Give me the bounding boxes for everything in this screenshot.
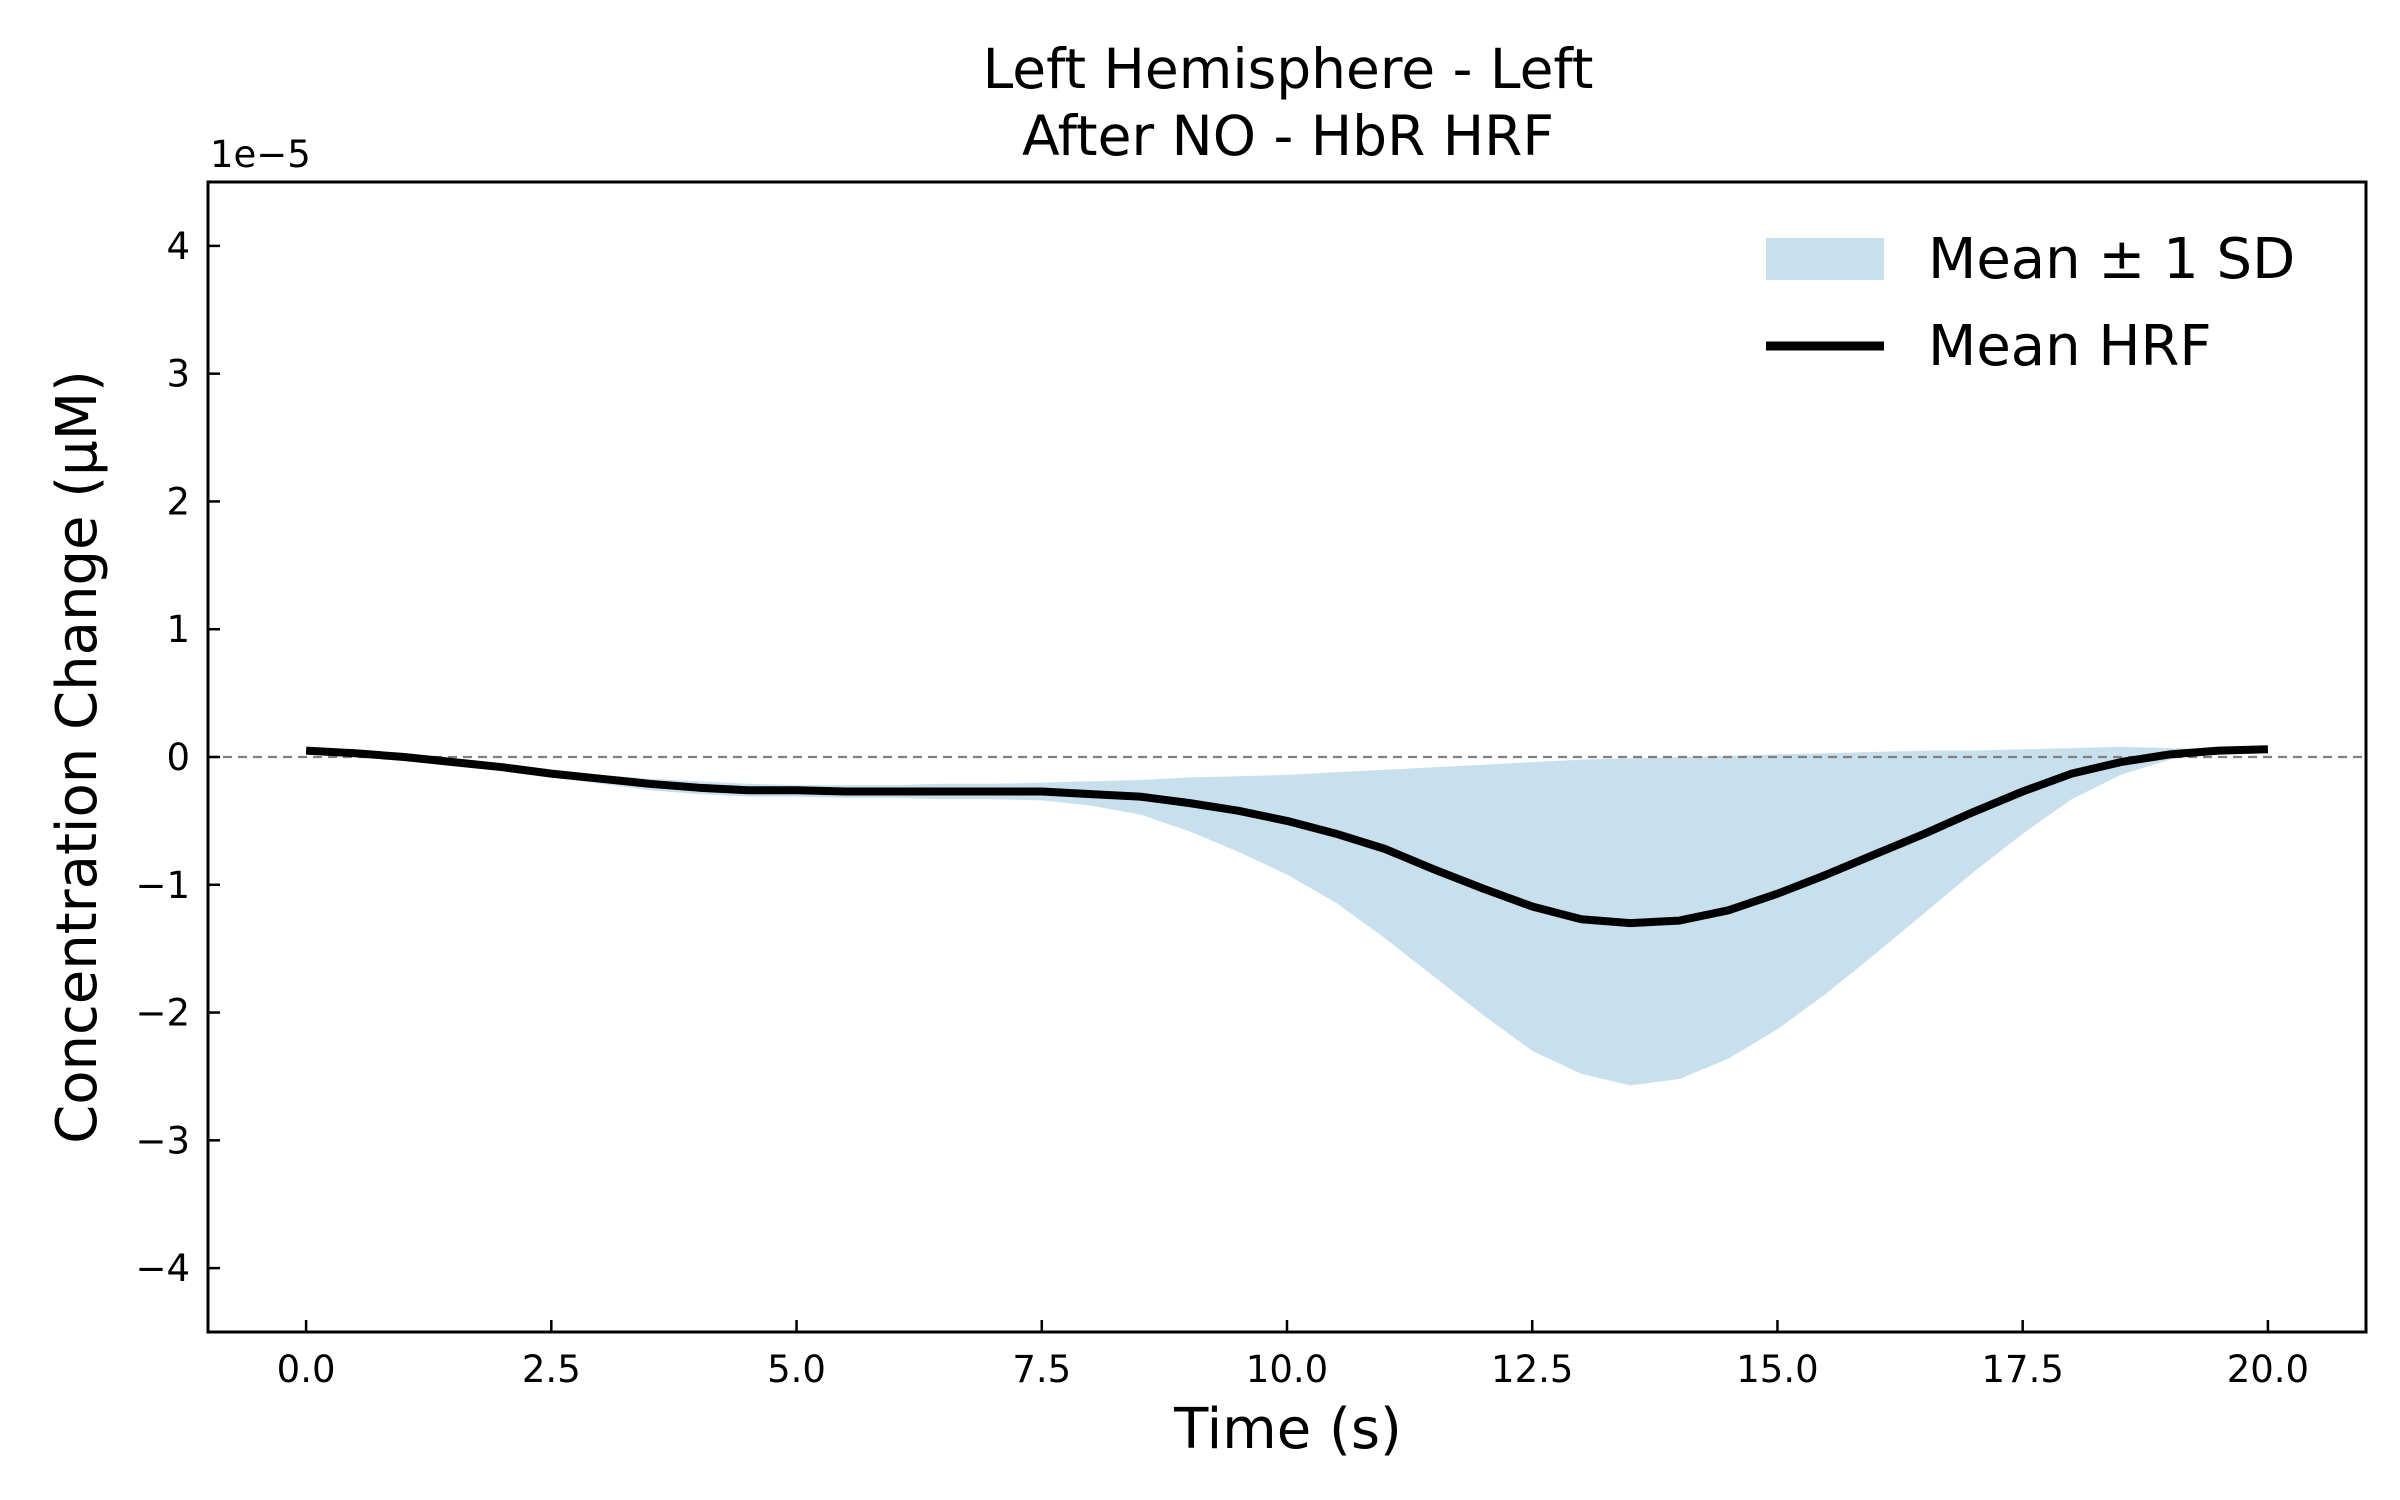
mean-hrf-line <box>305 745 2269 928</box>
plot-frame <box>206 180 2368 1334</box>
y-tick-label: 0 <box>166 736 190 779</box>
x-tick-label: 17.5 <box>1981 1348 2063 1391</box>
x-tick-label: 7.5 <box>1012 1348 1071 1391</box>
mean-line-layer <box>305 745 2269 928</box>
x-tick-label: 12.5 <box>1491 1348 1573 1391</box>
y-tick-label: −2 <box>135 992 190 1035</box>
y-tick-label: −1 <box>135 864 190 907</box>
legend-line-label: Mean HRF <box>1928 314 2212 379</box>
legend-band-swatch <box>1766 238 1884 280</box>
y-tick-label: −4 <box>135 1247 190 1290</box>
x-tick-label: 0.0 <box>277 1348 336 1391</box>
y-tick-label: 1 <box>166 608 190 651</box>
y-axis-ticks: −4 −3 −2 −1 0 1 2 3 4 <box>135 225 220 1290</box>
sd-band-layer <box>306 746 2268 1086</box>
y-tick-label: 2 <box>166 480 190 523</box>
y-axis-label: Concentration Change (μM) <box>45 370 110 1144</box>
y-tick-label: 4 <box>166 225 190 268</box>
x-axis-label: Time (s) <box>1173 1397 1402 1462</box>
x-tick-label: 2.5 <box>522 1348 581 1391</box>
x-tick-label: 15.0 <box>1736 1348 1818 1391</box>
x-tick-label: 20.0 <box>2227 1348 2309 1391</box>
sd-band <box>306 746 2268 1086</box>
y-tick-label: 3 <box>166 353 190 396</box>
x-tick-label: 5.0 <box>767 1348 826 1391</box>
x-tick-label: 10.0 <box>1246 1348 1328 1391</box>
chart-title-line-2: After NO - HbR HRF <box>1022 104 1554 168</box>
legend-band-label: Mean ± 1 SD <box>1928 227 2295 292</box>
y-offset-label: 1e−5 <box>210 133 311 176</box>
legend: Mean ± 1 SD Mean HRF <box>1766 227 2295 379</box>
chart-title-line-1: Left Hemisphere - Left <box>983 37 1594 101</box>
x-axis-ticks: 0.0 2.5 5.0 7.5 10.0 12.5 15.0 17.5 20.0 <box>277 1320 2309 1391</box>
y-tick-label: −3 <box>135 1119 190 1162</box>
